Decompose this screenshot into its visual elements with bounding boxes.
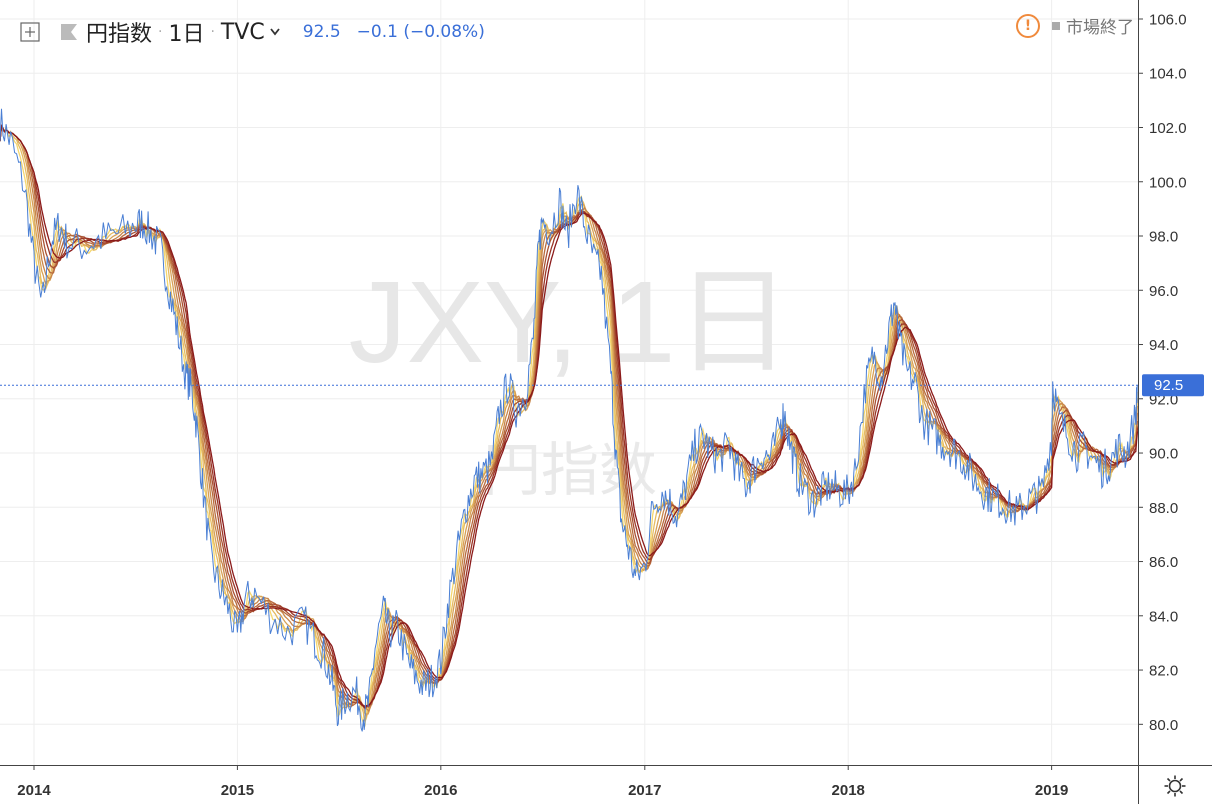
symbol-name[interactable]: 円指数 (86, 22, 153, 47)
flag-icon[interactable] (60, 22, 78, 42)
y-tick-label: 104.0 (1149, 66, 1187, 83)
source-exchange[interactable]: TVC (220, 19, 265, 45)
y-tick-label: 106.0 (1149, 11, 1187, 28)
ma-ribbon (0, 124, 1139, 730)
x-tick-label: 2014 (17, 782, 51, 799)
market-status[interactable]: ! 市場終了 (1016, 13, 1134, 38)
chevron-down-icon[interactable] (269, 27, 281, 37)
separator-dot: · (210, 24, 215, 40)
ma-line-4 (0, 124, 1139, 713)
price-axis[interactable]: 80.082.084.086.088.090.092.094.096.098.0… (1138, 11, 1187, 734)
y-tick-label: 82.0 (1149, 663, 1178, 680)
y-tick-label: 102.0 (1149, 120, 1187, 137)
time-axis[interactable]: 2014 2015 2016 2017 2018 2019 (17, 765, 1068, 799)
x-tick-label: 2018 (832, 782, 865, 799)
y-tick-label: 98.0 (1149, 229, 1178, 246)
y-tick-label: 96.0 (1149, 283, 1178, 300)
price-tag-label: 92.5 (1154, 377, 1183, 394)
ma-line-1 (0, 124, 1139, 730)
watermark-symbol: JXY, 1日 (349, 257, 792, 387)
price-series (0, 108, 1138, 732)
y-tick-label: 100.0 (1149, 174, 1187, 191)
x-tick-label: 2017 (628, 782, 661, 799)
y-tick-label: 90.0 (1149, 446, 1178, 463)
ma-line-6 (0, 124, 1139, 709)
ma-line-2 (0, 124, 1139, 723)
ma-line-3 (0, 124, 1139, 718)
y-tick-label: 94.0 (1149, 337, 1178, 354)
price-line (0, 108, 1138, 732)
legend-header: 円指数 · 1日 · TVC 92.5 −0.1 (−0.08%) (20, 16, 485, 48)
y-tick-label: 84.0 (1149, 608, 1178, 625)
x-tick-label: 2016 (424, 782, 457, 799)
y-tick-label: 80.0 (1149, 717, 1178, 734)
last-price: 92.5 (302, 22, 341, 42)
x-tick-label: 2019 (1035, 782, 1068, 799)
ma-line-5 (0, 124, 1139, 709)
watermark-name: 円指数 (483, 436, 657, 504)
settings-icon[interactable] (1162, 773, 1188, 799)
x-tick-label: 2015 (221, 782, 254, 799)
grid (0, 0, 1138, 765)
separator-dot: · (158, 24, 163, 40)
price-tag: 92.5 (1142, 374, 1204, 397)
warning-icon[interactable]: ! (1016, 13, 1040, 38)
price-change: −0.1 (−0.08%) (356, 22, 485, 42)
add-compare-icon[interactable] (20, 22, 40, 42)
ma-line-7 (0, 124, 1139, 708)
y-tick-label: 88.0 (1149, 500, 1178, 517)
y-tick-label: 86.0 (1149, 554, 1178, 571)
market-closed-icon (1052, 21, 1060, 30)
ma-line-8 (0, 124, 1139, 709)
market-status-label: 市場終了 (1066, 18, 1134, 38)
watermark: JXY, 1日 円指数 (349, 257, 792, 504)
interval[interactable]: 1日 (168, 22, 205, 47)
